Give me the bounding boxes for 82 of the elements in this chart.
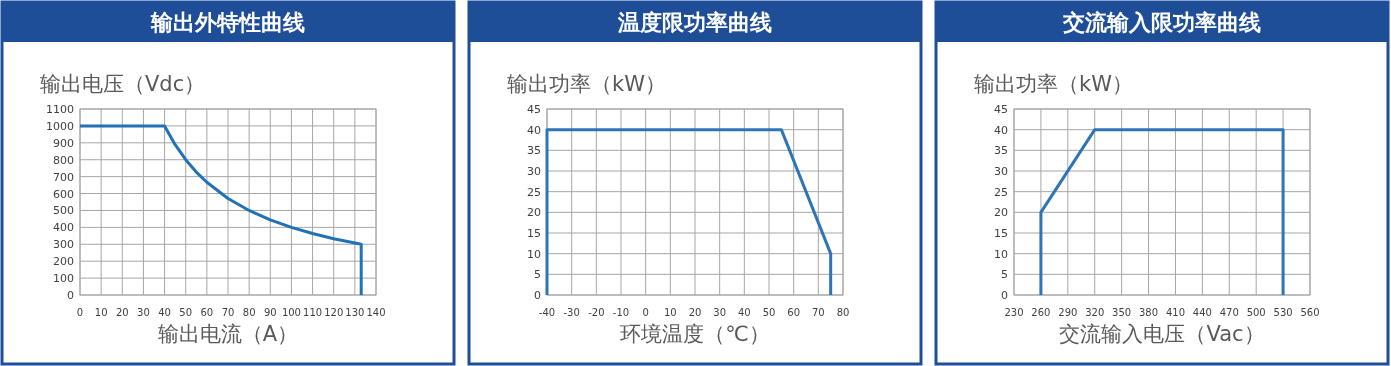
y-tick-label: 40 — [994, 123, 1008, 137]
line-series — [78, 124, 363, 297]
y-tick-label: 20 — [994, 206, 1008, 220]
y-tick-label: 0 — [534, 289, 541, 302]
y-tick-label: 25 — [994, 185, 1008, 199]
y-tick-label: 5 — [1001, 268, 1008, 282]
x-tick-label: -40 — [538, 307, 556, 318]
chart-title: 温度限功率曲线 — [617, 10, 772, 35]
x-tick-label: 80 — [836, 307, 850, 318]
y-tick-label: 400 — [53, 221, 74, 235]
x-tick-label: -10 — [612, 307, 630, 318]
x-tick-label: 20 — [115, 307, 129, 318]
x-tick-label: 0 — [76, 307, 84, 318]
x-tick-label: 70 — [811, 307, 825, 318]
x-tick-label: 530 — [1273, 307, 1293, 318]
x-tick-label: 120 — [324, 307, 344, 318]
y-tick-label: 10 — [994, 247, 1008, 261]
x-axis-title: 输出电流（A） — [157, 322, 299, 346]
x-tick-label: 230 — [1004, 307, 1024, 318]
x-tick-label: 110 — [303, 307, 323, 318]
x-tick-label: 440 — [1192, 307, 1212, 318]
x-tick-label: -30 — [563, 307, 580, 318]
x-tick-label: 60 — [787, 307, 801, 318]
x-tick-label: 10 — [94, 307, 108, 318]
x-tick-label: 560 — [1300, 307, 1320, 318]
y-axis-title: 输出电压（Vdc） — [40, 72, 206, 96]
x-tick-label: 470 — [1219, 307, 1239, 318]
x-tick-label: 10 — [663, 307, 677, 318]
x-tick-label: 350 — [1112, 307, 1132, 318]
y-tick-label: 35 — [527, 144, 541, 158]
y-tick-label: 0 — [1001, 289, 1008, 302]
y-tick-label: 200 — [53, 255, 74, 269]
x-tick-label: 380 — [1139, 307, 1159, 318]
x-axis-title: 交流输入电压（Vac） — [1059, 322, 1265, 346]
y-tick-label: 10 — [527, 247, 541, 261]
y-tick-label: 1000 — [46, 119, 74, 133]
y-tick-label: 40 — [527, 123, 541, 137]
x-tick-label: 30 — [137, 307, 150, 318]
x-tick-label: 80 — [242, 307, 256, 318]
y-tick-label: 5 — [534, 268, 541, 282]
x-axis-title: 环境温度（℃） — [620, 322, 770, 346]
x-tick-label: 100 — [281, 307, 301, 318]
y-axis-title: 输出功率（kW） — [974, 72, 1133, 96]
x-tick-label: 260 — [1031, 307, 1051, 318]
x-tick-label: 290 — [1058, 307, 1078, 318]
x-tick-label: 40 — [158, 307, 171, 318]
x-tick-label: 30 — [713, 307, 727, 318]
y-tick-label: 800 — [53, 153, 74, 167]
y-tick-label: 30 — [527, 165, 541, 178]
y-tick-label: 600 — [53, 187, 74, 201]
y-tick-label: 25 — [527, 185, 541, 199]
x-tick-label: 140 — [366, 307, 386, 318]
y-tick-label: 300 — [53, 238, 74, 252]
x-tick-label: 60 — [200, 307, 214, 318]
y-tick-label: 45 — [994, 103, 1008, 116]
y-tick-label: 20 — [527, 206, 541, 220]
y-axis-title: 输出功率（kW） — [507, 72, 666, 96]
y-tick-label: 100 — [53, 272, 74, 286]
x-tick-label: 500 — [1246, 307, 1266, 318]
x-tick-label: 90 — [263, 307, 277, 318]
y-tick-label: 30 — [994, 165, 1008, 178]
y-tick-label: 35 — [994, 144, 1008, 158]
x-tick-label: 40 — [737, 307, 751, 318]
y-tick-label: 1100 — [46, 103, 74, 116]
y-tick-label: 700 — [53, 170, 74, 184]
x-tick-label: 50 — [179, 307, 193, 318]
y-tick-label: 500 — [53, 204, 74, 218]
x-tick-label: 130 — [345, 307, 365, 318]
x-tick-label: 50 — [762, 307, 776, 318]
x-tick-label: 20 — [688, 307, 702, 318]
y-tick-label: 15 — [527, 227, 541, 240]
x-tick-label: 320 — [1085, 307, 1105, 318]
y-tick-label: 900 — [53, 136, 74, 150]
x-tick-label: 410 — [1165, 307, 1185, 318]
x-tick-label: 0 — [642, 307, 649, 318]
chart-title: 交流输入限功率曲线 — [1062, 10, 1261, 35]
y-tick-label: 15 — [994, 227, 1008, 240]
y-tick-label: 45 — [527, 103, 541, 116]
x-tick-label: 70 — [221, 307, 235, 318]
chart-title: 输出外特性曲线 — [150, 10, 305, 35]
y-tick-label: 0 — [67, 289, 74, 302]
x-tick-label: -20 — [588, 307, 605, 318]
